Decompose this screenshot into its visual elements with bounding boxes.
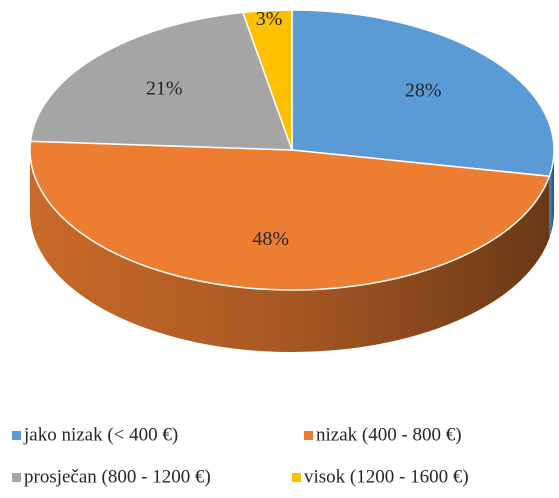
data-label: 21% [146, 77, 183, 99]
data-label: 28% [405, 80, 442, 102]
legend-swatch [12, 473, 21, 482]
legend-label: jako nizak (< 400 €) [23, 424, 178, 445]
slice [29, 11, 294, 151]
legend-label: prosječan (800 - 1200 €) [24, 466, 211, 487]
slice [29, 140, 551, 291]
slice [291, 9, 555, 178]
legend-swatch [292, 473, 301, 482]
slice-side-shade [549, 150, 554, 239]
legend-swatch [12, 431, 21, 440]
data-label: 48% [252, 228, 289, 250]
legend-swatch [304, 431, 313, 440]
slice [241, 9, 293, 151]
legend-label: visok (1200 - 1600 €) [304, 466, 469, 487]
data-label: 3% [256, 8, 283, 30]
legend-label: nizak (400 - 800 €) [316, 424, 462, 445]
slice-side-shade [30, 150, 550, 352]
